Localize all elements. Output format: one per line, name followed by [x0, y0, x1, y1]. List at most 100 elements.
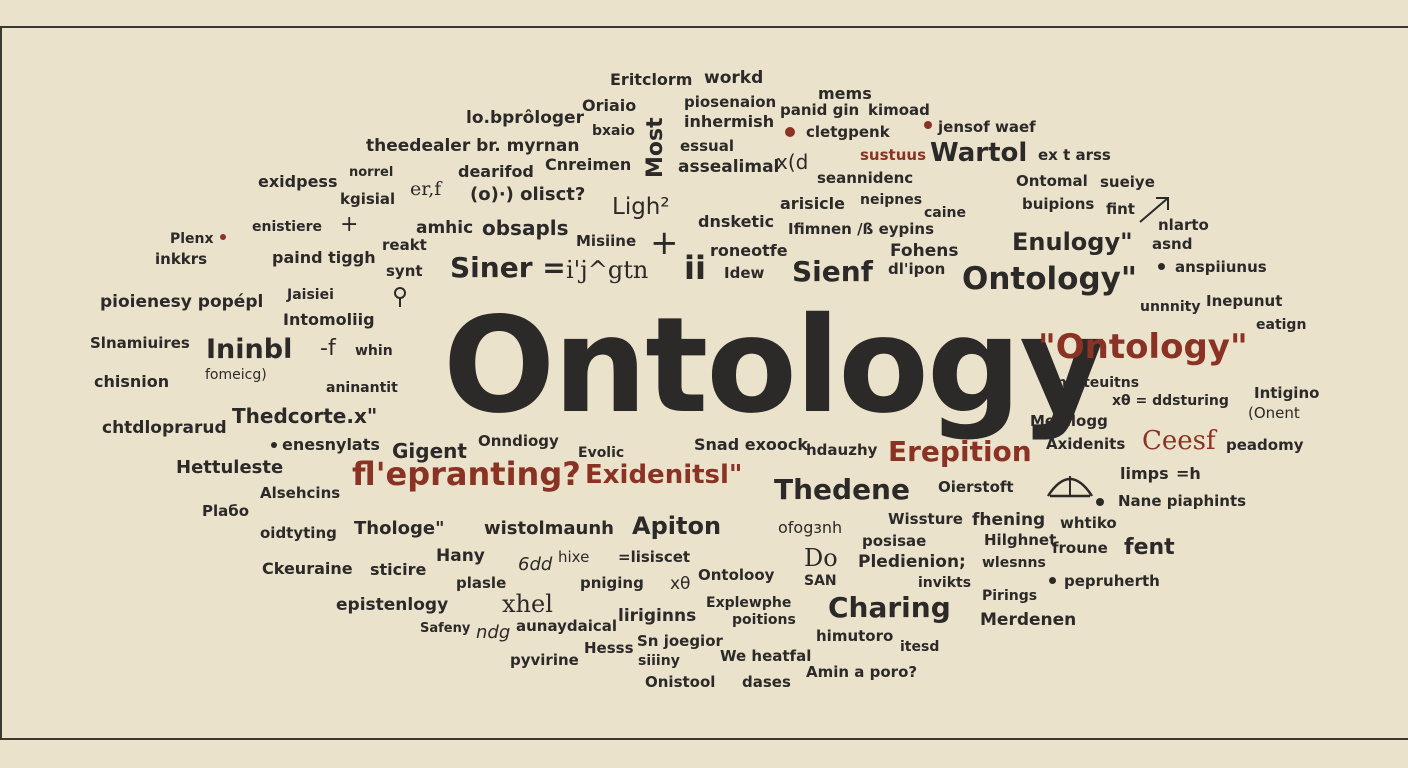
cloud-word: hixe [558, 548, 590, 566]
cloud-word: invikts [918, 575, 972, 591]
cloud-word: pniging [580, 574, 644, 592]
cloud-word: Ininbl [206, 334, 293, 365]
cloud-word: We heatfal [720, 647, 812, 665]
cloud-word: reakt [382, 236, 427, 254]
cloud-word: himutoro [816, 627, 894, 645]
cloud-word: Onndiogy [478, 432, 559, 450]
cloud-word: intoteuitns [1052, 375, 1140, 391]
cloud-word: "Ontology" [1038, 327, 1248, 367]
cloud-word: fint [1106, 200, 1135, 218]
cloud-word: Pirings [982, 588, 1038, 604]
cloud-word: ex t arss [1038, 146, 1111, 164]
arrow-mark-icon [1139, 197, 1169, 223]
cloud-word: x(d [776, 150, 809, 174]
cloud-word: unnnity [1140, 299, 1201, 315]
cloud-word: neipnes [860, 192, 923, 208]
cloud-word: Alsehcins [260, 484, 341, 502]
cloud-word: Wissture [888, 510, 963, 528]
cloud-word: SAN [804, 573, 837, 589]
cloud-word: bxaio [592, 123, 635, 139]
plus-glyph: + [650, 223, 679, 263]
cloud-word: Pledienion; [858, 552, 966, 572]
cloud-word: dases [742, 673, 791, 691]
cloud-word: er,f [410, 178, 442, 200]
cloud-word: Jaisiei [287, 287, 334, 303]
cloud-word: amhic [416, 218, 474, 238]
cloud-word: fomeicg) [205, 367, 267, 383]
cloud-word: whtiko [1060, 514, 1117, 532]
cloud-word: Sienf [792, 255, 873, 288]
cloud-word: Fohens [890, 241, 959, 261]
cloud-word: anspiiunus [1175, 258, 1267, 276]
cloud-word: poitions [732, 612, 796, 628]
cloud-word: Hany [436, 546, 485, 566]
cloud-word: dearifod [458, 162, 534, 181]
cloud-word: Snad exoock [694, 435, 809, 454]
cloud-word: xhel [502, 590, 553, 618]
cloud-word: jensof waef [938, 118, 1036, 136]
cloud-word: Erepition [888, 435, 1032, 468]
cloud-word: ii [684, 249, 706, 287]
cloud-word: Ckeuraine [262, 559, 353, 578]
cloud-word: caine [924, 205, 967, 221]
cloud-word: seannidenc [817, 169, 914, 187]
cloud-word: =lisiscet [618, 548, 691, 566]
cloud-word: Apiton [632, 512, 722, 540]
cloud-word: sticire [370, 560, 427, 579]
cloud-word: pepruherth [1064, 572, 1160, 590]
cloud-word: Hettuleste [176, 457, 284, 478]
cloud-word: peadomy [1226, 436, 1304, 454]
cloud-word: Menllogg [1030, 412, 1108, 430]
cloud-word: Intomoliig [283, 310, 375, 329]
cloud-word: Gigent [392, 439, 467, 463]
cloud-word: Safeny [420, 621, 471, 636]
cloud-word: Oierstoft [938, 478, 1014, 496]
cloud-word: Ceesf [1142, 426, 1216, 456]
cloud-word: froune [1052, 539, 1108, 557]
cloud-word: Nane piaphints [1118, 492, 1247, 510]
cloud-word: mems [818, 84, 872, 103]
cloud-word: cletgpenk [806, 123, 890, 141]
cloud-word: Amin a poro? [806, 663, 918, 681]
cloud-word: Inepunut [1206, 292, 1283, 310]
plus-glyph: + [340, 212, 359, 237]
bullet-dot [1096, 498, 1104, 506]
cloud-word: =h [1176, 464, 1201, 483]
cloud-word: Oriaio [582, 96, 637, 115]
cloud-word: Plaбo [202, 502, 250, 520]
center-title: Ontology [443, 289, 1105, 443]
cloud-word: theedealer br. myrnan [366, 136, 580, 156]
cloud-word: inhermish [684, 112, 775, 131]
cloud-word: Explewphe [706, 595, 792, 611]
cloud-word: Slnamiuires [90, 334, 190, 352]
cloud-word: chtdloprarud [102, 418, 227, 438]
cloud-word: Enulogy" [1012, 228, 1133, 256]
cloud-word: Thologe" [354, 518, 445, 539]
cloud-word: buipions [1022, 195, 1095, 213]
cloud-word: asnd [1152, 235, 1193, 253]
cloud-word: Eritclorm [610, 70, 693, 89]
cloud-word: piosenaion [684, 93, 777, 111]
bullet-dot [1158, 263, 1165, 270]
bullet-dot [1049, 577, 1056, 584]
cloud-word: lo.bprôloger [466, 108, 584, 128]
cloud-word: inkkrs [155, 250, 208, 268]
bullet-dot [924, 121, 932, 129]
cloud-word: roneotfe [710, 241, 788, 260]
cloud-word: 6dd [518, 554, 553, 575]
cloud-word: Intigino [1254, 384, 1320, 402]
cloud-word: kgisial [340, 190, 396, 208]
cloud-word: dl'ipon [888, 260, 946, 278]
cloud-word: Plenx [170, 231, 214, 247]
cloud-word: kimoad [868, 101, 930, 119]
cloud-word: synt [386, 262, 423, 280]
cloud-word: pioienesy popépl [100, 292, 264, 312]
cloud-word: aninantit [326, 380, 398, 396]
cloud-word: Thedcorte.x" [232, 404, 378, 428]
cloud-word: posisae [862, 532, 927, 550]
cloud-word: dnsketic [698, 212, 775, 231]
cloud-word: arisicle [780, 194, 845, 213]
cloud-word: Ontology" [962, 261, 1138, 297]
cloud-word: panid gin [780, 101, 860, 119]
